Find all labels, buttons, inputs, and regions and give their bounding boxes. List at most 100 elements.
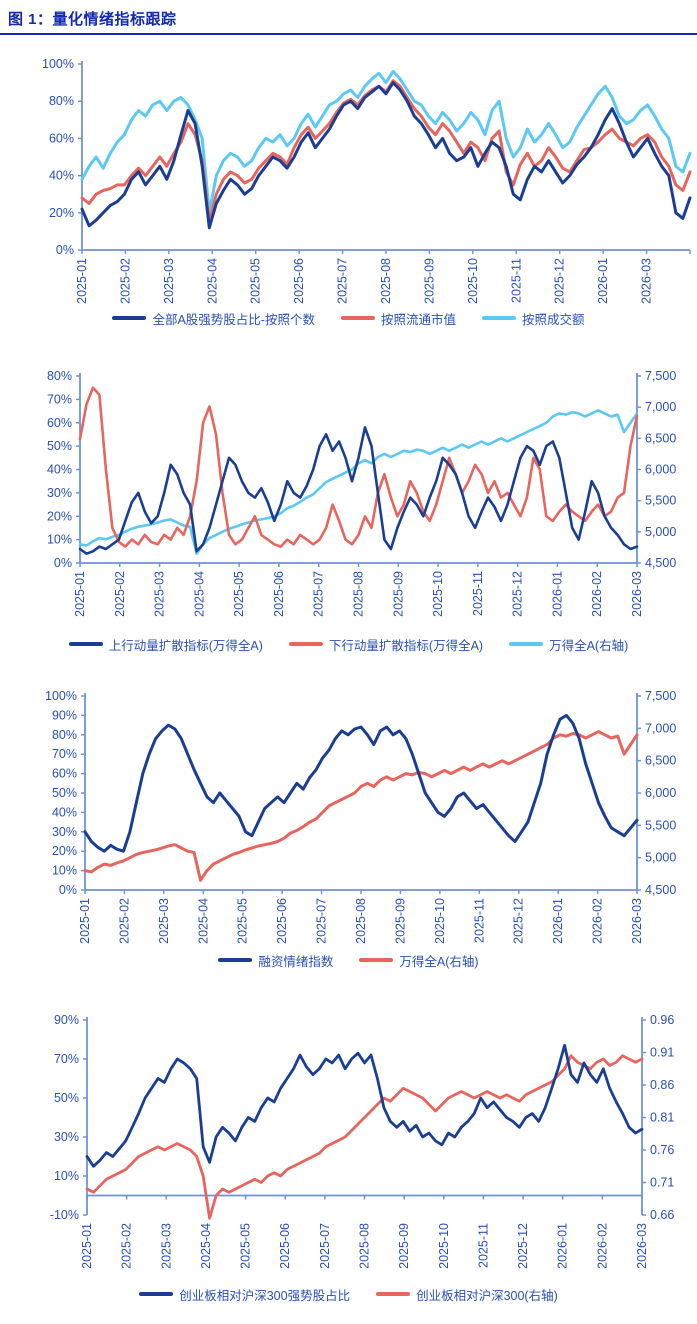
chart-a-share-strong-stock-ratio: 0% 20% 40% 60% 80% 100% 2025-01 2025-02 2025-03 2…	[0, 47, 697, 331]
y-axis-tick-label: 0.86	[650, 1078, 674, 1092]
chart-legend: 上行动量扩散指标(万得全A) 下行动量扩散指标(万得全A) 万得全A(右轴)	[0, 631, 697, 657]
legend-item: 全部A股强势股占比-按照个数	[112, 309, 315, 328]
x-axis-tick-label: 2025-05	[236, 898, 250, 944]
y-axis-tick-label: 80%	[52, 728, 77, 742]
y-axis-tick-label: 70%	[47, 392, 72, 406]
x-axis-tick-label: 2025-12	[512, 898, 526, 944]
y-axis-tick-label: 0.96	[650, 1013, 674, 1027]
legend-item: 按照成交额	[482, 309, 585, 328]
y-axis-tick-label: 5,000	[645, 525, 676, 539]
y-axis-tick-label: 6,500	[645, 431, 676, 445]
y-axis-tick-label: 90%	[54, 1013, 79, 1027]
series-line-0	[83, 713, 639, 853]
series-line-1	[85, 1054, 644, 1220]
y-axis-tick-label: 0.76	[650, 1143, 674, 1157]
x-axis-tick-label: 2025-08	[379, 258, 393, 304]
legend-item: 创业板相对沪深300(右轴)	[376, 1285, 558, 1304]
x-axis-tick-label: 2025-05	[232, 571, 246, 617]
x-axis-tick-label: 2025-10	[433, 898, 447, 944]
legend-swatch	[112, 316, 147, 320]
y-axis-tick-label: 6,000	[645, 463, 676, 477]
x-axis-tick-label: 2025-02	[117, 898, 131, 944]
x-axis-tick-label: 2026-03	[635, 1223, 649, 1269]
legend-item: 上行动量扩散指标(万得全A)	[68, 635, 263, 654]
x-axis-tick-label: 2025-09	[422, 258, 436, 304]
chart-canvas: 0% 10% 20% 30% 40% 50% 60% 70% 80% 4,500 5,000 5,50…	[47, 369, 676, 617]
legend-item: 万得全A(右轴)	[509, 635, 628, 654]
x-axis-tick-label: 2025-04	[205, 258, 219, 304]
y-axis-tick-label: 5,500	[645, 818, 676, 832]
series-line-2	[78, 409, 639, 555]
x-axis-tick-label: 2026-03	[630, 571, 644, 617]
y-axis-tick-label: 6,000	[645, 786, 676, 800]
legend-swatch	[288, 642, 323, 646]
x-axis-tick-label: 2025-10	[431, 571, 445, 617]
x-axis-tick-label: 2025-07	[336, 258, 350, 304]
y-axis-tick-label: 20%	[52, 844, 77, 858]
x-axis-tick-label: 2025-06	[292, 258, 306, 304]
chart-legend: 融资情绪指数 万得全A(右轴)	[0, 947, 697, 973]
x-axis-tick-label: 2025-01	[80, 1223, 94, 1269]
x-axis-tick-label: 2025-07	[312, 571, 326, 617]
x-axis-tick-label: 2025-01	[78, 898, 92, 944]
y-axis-tick-label: 7,500	[645, 369, 676, 383]
y-axis-tick-label: 40%	[52, 805, 77, 819]
legend-label: 创业板相对沪深300强势股占比	[179, 1288, 351, 1303]
legend-swatch	[340, 316, 375, 320]
x-axis-tick-label: 2025-06	[278, 1223, 292, 1269]
x-axis-tick-label: 2025-06	[275, 898, 289, 944]
y-axis-tick-label: 6,500	[645, 754, 676, 768]
chart-legend: 创业板相对沪深300强势股占比 创业板相对沪深300(右轴)	[0, 1281, 697, 1307]
y-axis-tick-label: 10%	[54, 1169, 79, 1183]
x-axis-tick-label: 2025-11	[476, 1223, 490, 1268]
title-underline	[0, 33, 697, 35]
y-axis-tick-label: 60%	[52, 767, 77, 781]
y-axis-tick-label: 4,500	[645, 883, 676, 897]
x-axis-tick-label: 2025-11	[509, 258, 523, 303]
x-axis-tick-label: 2026-02	[590, 571, 604, 617]
legend-swatch	[359, 958, 394, 962]
y-axis-tick-label: -10%	[50, 1208, 79, 1222]
legend-label: 全部A股强势股占比-按照个数	[152, 312, 315, 327]
y-axis-tick-label: 10%	[52, 864, 77, 878]
legend-swatch	[376, 1292, 411, 1296]
y-axis-tick-label: 50%	[52, 786, 77, 800]
chart-legend: 全部A股强势股占比-按照个数 按照流通市值 按照成交额	[0, 305, 697, 331]
x-axis-tick-label: 2026-02	[591, 898, 605, 944]
legend-label: 按照流通市值	[380, 312, 456, 327]
legend-label: 按照成交额	[522, 312, 585, 327]
legend-item: 创业板相对沪深300强势股占比	[139, 1285, 350, 1304]
x-axis-tick-label: 2025-12	[511, 571, 525, 617]
x-axis-tick-label: 2025-02	[113, 571, 127, 617]
y-axis-tick-label: 0.66	[650, 1208, 674, 1222]
legend-label: 下行动量扩散指标(万得全A)	[328, 638, 484, 653]
series-line-1	[78, 386, 639, 548]
x-axis-tick-label: 2026-01	[596, 258, 610, 304]
x-axis-tick-label: 2025-07	[318, 1223, 332, 1269]
legend-item: 下行动量扩散指标(万得全A)	[288, 635, 484, 654]
x-axis-tick-label: 2025-12	[516, 1223, 530, 1269]
x-axis-tick-label: 2025-02	[118, 258, 132, 304]
x-axis-tick-label: 2026-03	[640, 258, 654, 304]
y-axis-tick-label: 70%	[52, 747, 77, 761]
y-axis-tick-label: 0.71	[650, 1176, 674, 1190]
x-axis-tick-label: 2025-01	[75, 258, 89, 304]
legend-label: 融资情绪指数	[258, 954, 334, 969]
y-axis-tick-label: 100%	[42, 57, 74, 71]
chart-canvas: 0% 20% 40% 60% 80% 100% 2025-01 2025-02 2025-03 2…	[42, 57, 692, 304]
x-axis-tick-label: 2025-02	[120, 1223, 134, 1269]
y-axis-tick-label: 0%	[56, 243, 74, 257]
legend-label: 万得全A(右轴)	[399, 954, 479, 969]
y-axis-tick-label: 80%	[47, 369, 72, 383]
y-axis-tick-label: 30%	[54, 1130, 79, 1144]
x-axis-tick-label: 2025-03	[153, 571, 167, 617]
x-axis-tick-label: 2025-03	[162, 258, 176, 304]
y-axis-tick-label: 100%	[45, 689, 77, 703]
series-line-0	[78, 426, 639, 555]
y-axis-tick-label: 80%	[49, 94, 74, 108]
series-line-2	[80, 69, 692, 215]
x-axis-tick-label: 2025-04	[192, 571, 206, 617]
y-axis-tick-label: 50%	[47, 439, 72, 453]
legend-label: 上行动量扩散指标(万得全A)	[108, 638, 263, 653]
